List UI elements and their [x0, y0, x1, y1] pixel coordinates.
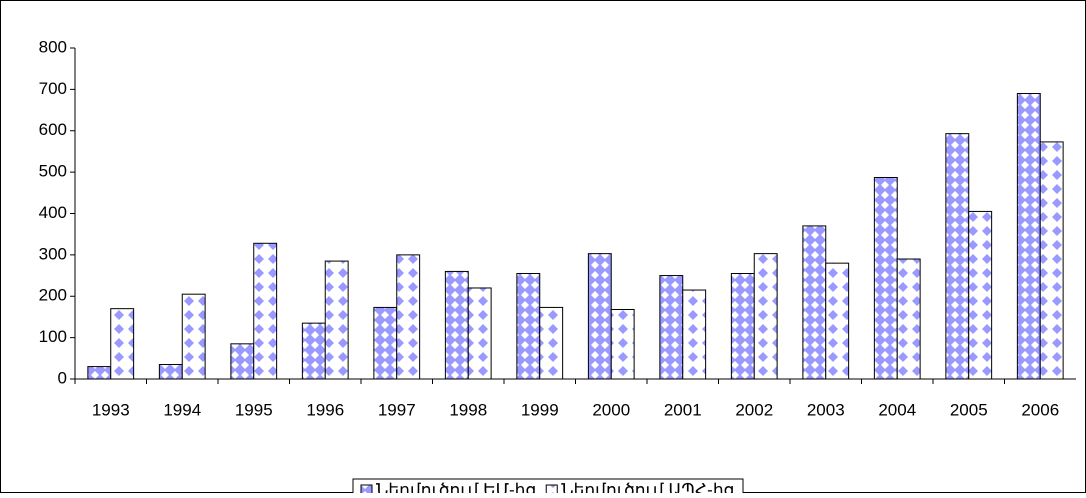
x-tick-label: 2001	[664, 400, 702, 419]
legend-label: Ներմուծում ԵՄ-ից	[376, 480, 536, 493]
x-tick-label: 2005	[950, 400, 988, 419]
x-tick-label: 1998	[449, 400, 487, 419]
bar	[587, 253, 612, 380]
bar	[610, 308, 635, 380]
bar	[873, 177, 898, 380]
bar	[659, 275, 684, 380]
bar	[802, 225, 827, 380]
y-tick-label: 700	[39, 79, 67, 98]
y-tick-label: 0	[58, 368, 67, 387]
bar	[87, 366, 112, 380]
x-tick-label: 2004	[878, 400, 916, 419]
legend-label: Ներմուծում ԱՊՀ-ից	[561, 480, 734, 493]
bar	[253, 242, 278, 380]
y-tick-label: 600	[39, 120, 67, 139]
x-tick-label: 1996	[306, 400, 344, 419]
x-tick-label: 1995	[235, 400, 273, 419]
bar	[373, 306, 398, 380]
x-tick-label: 1994	[163, 400, 201, 419]
x-tick-label: 1997	[378, 400, 416, 419]
y-tick-label: 500	[39, 162, 67, 181]
bar	[1016, 93, 1041, 380]
y-tick-label: 300	[39, 244, 67, 263]
x-tick-label: 1993	[92, 400, 130, 419]
bar	[682, 289, 707, 380]
bar	[1039, 141, 1064, 380]
legend-swatch	[360, 484, 373, 497]
bar	[730, 272, 755, 380]
y-tick-label: 200	[39, 286, 67, 305]
x-tick-label: 2006	[1021, 400, 1059, 419]
bar	[181, 293, 206, 380]
bar	[301, 322, 326, 380]
bar	[945, 133, 970, 380]
y-tick-label: 100	[39, 327, 67, 346]
bar	[825, 262, 850, 380]
bar	[444, 270, 469, 380]
bar	[324, 260, 349, 380]
bar	[753, 253, 778, 380]
bar	[110, 308, 135, 380]
x-tick-label: 2003	[807, 400, 845, 419]
bar	[230, 343, 255, 380]
legend-swatch	[545, 484, 558, 497]
y-tick-label: 800	[39, 37, 67, 56]
bar	[396, 254, 421, 380]
x-tick-label: 1999	[521, 400, 559, 419]
bar	[539, 306, 564, 380]
bar	[896, 258, 921, 380]
bar	[158, 364, 183, 380]
x-tick-label: 2002	[735, 400, 773, 419]
bar	[516, 272, 541, 380]
x-tick-label: 2000	[592, 400, 630, 419]
y-tick-label: 400	[39, 203, 67, 222]
bar	[968, 210, 993, 380]
bar	[467, 287, 492, 380]
